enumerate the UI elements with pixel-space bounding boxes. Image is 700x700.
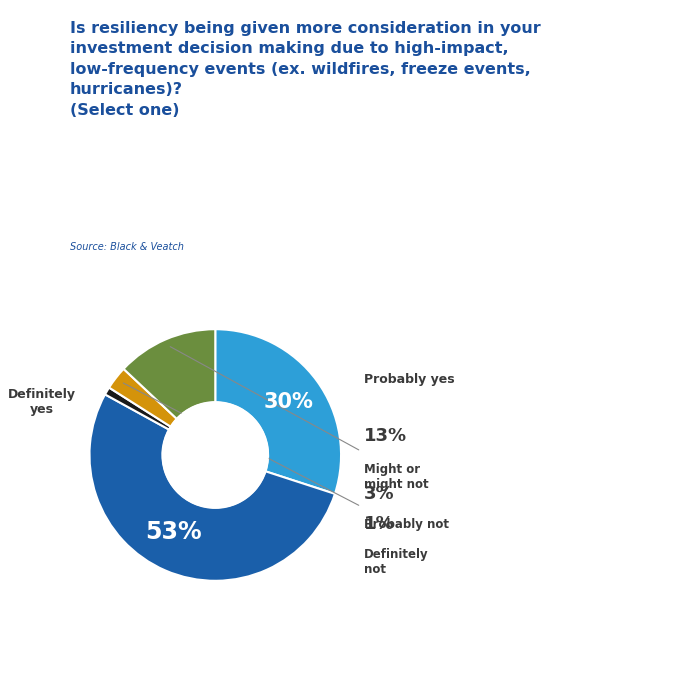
Text: 13%: 13% [364, 427, 407, 445]
Wedge shape [105, 388, 171, 430]
Wedge shape [216, 329, 341, 494]
Wedge shape [124, 329, 216, 419]
Text: Probably not: Probably not [364, 518, 449, 531]
Text: Definitely
not: Definitely not [364, 548, 428, 576]
Text: Might or
might not: Might or might not [364, 463, 428, 491]
Wedge shape [109, 369, 177, 427]
Text: 1%: 1% [364, 515, 394, 533]
Text: Is resiliency being given more consideration in your
investment decision making : Is resiliency being given more considera… [70, 21, 540, 118]
Text: 53%: 53% [145, 520, 202, 544]
Text: 3%: 3% [364, 485, 394, 503]
Wedge shape [90, 394, 335, 581]
Text: Definitely
yes: Definitely yes [8, 389, 76, 416]
Circle shape [162, 402, 268, 507]
Text: Source: Black & Veatch: Source: Black & Veatch [70, 241, 184, 251]
Text: Probably yes: Probably yes [364, 373, 454, 386]
Text: 30%: 30% [264, 392, 314, 412]
